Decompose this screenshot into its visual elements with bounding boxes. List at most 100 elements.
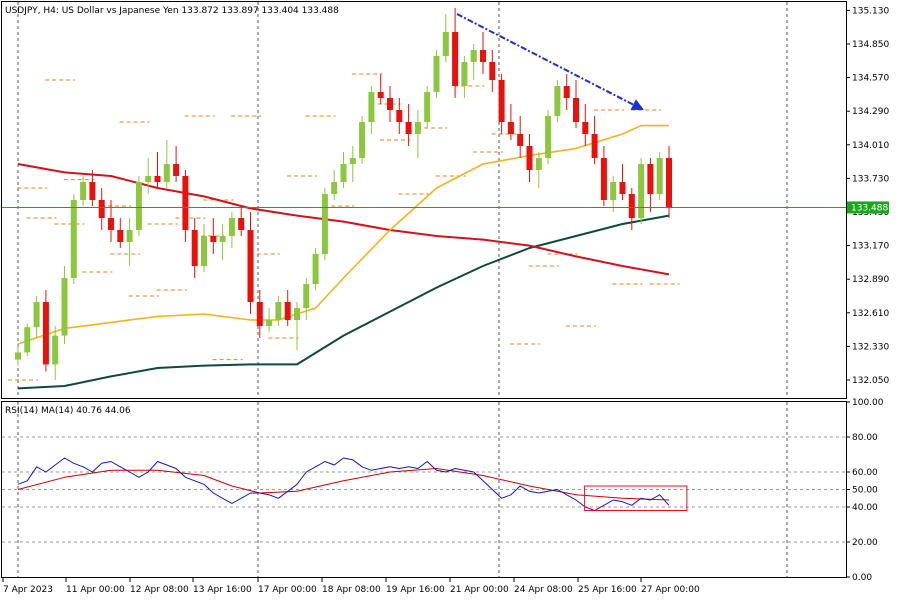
rsi-tick-label: 100.00 bbox=[852, 398, 884, 408]
price-tick-label: 132.890 bbox=[852, 275, 889, 285]
candle bbox=[126, 218, 133, 266]
candle-body bbox=[135, 182, 142, 230]
candle-body bbox=[387, 98, 393, 110]
candle bbox=[312, 248, 319, 290]
candle-body bbox=[396, 110, 403, 122]
candle bbox=[656, 152, 663, 200]
candle-body bbox=[70, 200, 77, 278]
candle-body bbox=[52, 335, 59, 365]
level-marks bbox=[8, 73, 680, 381]
candle bbox=[405, 104, 412, 146]
candle-body bbox=[480, 50, 486, 62]
trend-arrow-head bbox=[630, 99, 644, 110]
rsi-tick-label: 80.00 bbox=[852, 433, 878, 443]
price-tick-label: 132.610 bbox=[852, 309, 889, 319]
candle bbox=[201, 224, 207, 272]
rsi-axis: 100.00 80.00 60.00 50.00 40.00 20.00 0.00 bbox=[2, 398, 884, 583]
candle-body bbox=[210, 236, 217, 242]
moving-averages bbox=[17, 124, 670, 390]
candle-body bbox=[489, 62, 496, 80]
candle bbox=[368, 86, 375, 134]
candle bbox=[33, 296, 40, 338]
candle-body bbox=[591, 134, 598, 158]
candle-body bbox=[33, 302, 40, 328]
candle bbox=[331, 170, 338, 200]
candle bbox=[70, 194, 77, 284]
grid bbox=[17, 2, 788, 577]
candle bbox=[638, 158, 645, 224]
price-tick-label: 134.290 bbox=[852, 107, 889, 117]
candle bbox=[42, 290, 49, 372]
candle bbox=[480, 32, 486, 74]
candle-body bbox=[452, 32, 459, 86]
candle-body bbox=[582, 122, 589, 134]
candle-body bbox=[433, 56, 440, 92]
candle bbox=[442, 14, 449, 62]
candle bbox=[135, 176, 142, 236]
candle bbox=[117, 218, 124, 248]
candles bbox=[15, 8, 672, 380]
candle bbox=[98, 188, 105, 230]
time-tick-label: 27 Apr 00:00 bbox=[641, 585, 700, 595]
candle bbox=[210, 218, 217, 254]
time-tick-label: 17 Apr 00:00 bbox=[258, 585, 317, 595]
candle-body bbox=[368, 92, 375, 122]
rsi-tick-label: 60.00 bbox=[852, 468, 878, 478]
candle-body bbox=[163, 164, 170, 182]
candle bbox=[145, 158, 152, 194]
candle-body bbox=[145, 176, 152, 182]
candle-body bbox=[628, 194, 635, 218]
candle bbox=[15, 346, 21, 366]
time-tick-label: 12 Apr 08:00 bbox=[130, 585, 189, 595]
trend-arrow-shaft bbox=[456, 13, 637, 107]
candle bbox=[256, 290, 263, 338]
time-axis: 7 Apr 2023 11 Apr 00:00 12 Apr 08:00 13 Apr… bbox=[2, 578, 700, 595]
candle-body bbox=[498, 80, 505, 122]
candle bbox=[284, 290, 291, 326]
candle-body bbox=[154, 176, 161, 182]
rsi-tick-label: 40.00 bbox=[852, 503, 878, 513]
current-price-label: 133.488 bbox=[851, 203, 888, 213]
price-tick-label: 133.170 bbox=[852, 242, 889, 252]
candle-body bbox=[61, 278, 68, 336]
candle-body bbox=[126, 230, 133, 242]
candle bbox=[545, 110, 552, 164]
candle-body bbox=[303, 284, 310, 308]
candle-body bbox=[573, 98, 579, 122]
trend-arrow bbox=[456, 13, 644, 110]
candle-body bbox=[238, 218, 245, 230]
candle bbox=[266, 308, 273, 332]
price-tick-label: 134.570 bbox=[852, 74, 889, 84]
candle bbox=[600, 146, 607, 206]
time-tick-label: 11 Apr 00:00 bbox=[66, 585, 125, 595]
candle bbox=[359, 116, 366, 164]
candle-body bbox=[117, 230, 124, 242]
candle-body bbox=[331, 182, 338, 194]
candle bbox=[573, 80, 579, 128]
candle-body bbox=[275, 302, 282, 320]
candle bbox=[591, 116, 598, 164]
candle bbox=[52, 326, 59, 380]
candle-body bbox=[247, 230, 254, 302]
ma-slow-line bbox=[17, 163, 670, 276]
time-tick-label: 19 Apr 16:00 bbox=[386, 585, 445, 595]
chart-title: USDJPY, H4: US Dollar vs Japanese Yen 13… bbox=[5, 6, 339, 16]
current-price-tag bbox=[847, 201, 889, 214]
candle-body bbox=[656, 158, 663, 194]
candle-body bbox=[294, 308, 300, 320]
candle-body bbox=[535, 158, 542, 170]
candle bbox=[387, 86, 393, 122]
candle bbox=[628, 188, 635, 230]
rsi-lines bbox=[17, 457, 688, 511]
candle-body bbox=[666, 158, 672, 208]
candle bbox=[228, 212, 235, 248]
ma-long-line bbox=[17, 214, 670, 390]
candle-body bbox=[619, 182, 626, 194]
candle-body bbox=[256, 302, 263, 326]
price-tick-label: 132.330 bbox=[852, 342, 889, 352]
candle-body bbox=[526, 146, 533, 170]
candle-body bbox=[312, 254, 319, 284]
candle-body bbox=[80, 182, 87, 200]
price-tick-label: 135.130 bbox=[852, 6, 889, 16]
candle bbox=[349, 146, 356, 182]
